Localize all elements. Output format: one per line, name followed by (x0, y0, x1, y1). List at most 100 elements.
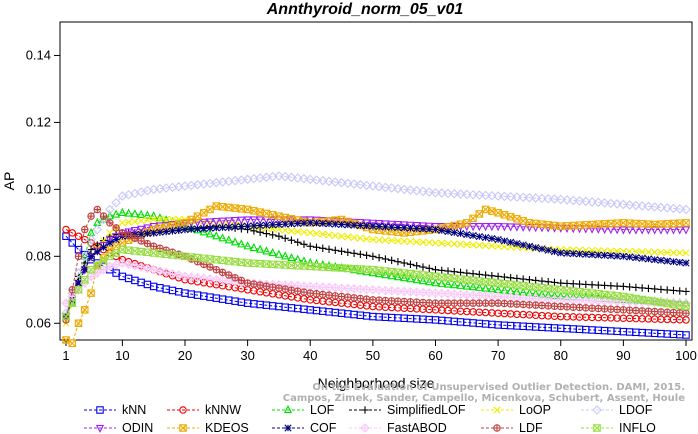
point-simplifiedlof (87, 245, 95, 254)
legend-label-loop: LoOP (519, 403, 551, 417)
point-ldof (436, 188, 447, 198)
point-ldof (499, 191, 510, 202)
point-cof (206, 224, 214, 232)
point-ldof (105, 204, 115, 215)
point-cof (350, 221, 358, 229)
point-fastabod (180, 271, 190, 282)
point-ldf (68, 286, 77, 294)
point-odin (519, 223, 528, 232)
point-loop (162, 215, 170, 224)
legend-label-ldof: LDOF (619, 403, 653, 417)
point-cof (143, 229, 152, 238)
point-simplifiedlof (400, 259, 408, 267)
point-lof (231, 237, 240, 246)
point-ldf (638, 307, 646, 315)
point-lof (462, 281, 471, 290)
x-tick-label: 20 (178, 348, 192, 363)
point-ldf (337, 292, 346, 301)
point-cof (325, 220, 333, 228)
point-inflo (368, 265, 378, 274)
point-fastabod (186, 272, 197, 282)
point-ldof (474, 190, 485, 200)
point-simplifiedlof (413, 261, 421, 270)
point-cof (638, 254, 646, 262)
point-ldof (468, 189, 478, 200)
point-ldf (463, 299, 471, 307)
point-loop (500, 243, 508, 251)
point-cof (200, 224, 208, 233)
point-ldof (374, 181, 384, 192)
legend-label-fastabod: FastABOD (387, 421, 447, 434)
point-odin (631, 226, 640, 235)
y-axis: 0.06 0.08 0.10 0.12 0.14 (26, 47, 60, 330)
point-ldf (143, 239, 152, 248)
point-ldf (237, 276, 246, 285)
point-odin (199, 218, 208, 227)
point-cof (312, 219, 321, 227)
legend: kNN kNNW LOF SimplifiedLOF LoOP LDOF ODIN KDEOS… (84, 403, 656, 434)
point-inflo (73, 286, 84, 294)
point-ldof (549, 194, 560, 204)
point-ldof (555, 194, 566, 205)
point-knnw (62, 225, 70, 234)
point-simplifiedlof (519, 275, 527, 283)
legend-marker-lof (283, 404, 293, 414)
point-fastabod (136, 262, 146, 272)
point-fastabod (198, 273, 209, 284)
point-inflo (218, 256, 228, 265)
point-simplifiedlof (419, 263, 427, 271)
point-simplifiedlof (619, 282, 628, 291)
point-ldf (87, 212, 95, 220)
point-loop (131, 217, 139, 226)
point-ldf (344, 293, 352, 301)
point-simplifiedlof (563, 279, 571, 288)
point-lof (205, 229, 215, 238)
point-ldf (225, 271, 233, 279)
point-simplifiedlof (381, 255, 390, 263)
point-ldf (419, 298, 427, 307)
legend-item-odin: ODIN (84, 421, 153, 434)
point-cof (431, 225, 440, 234)
point-odin (500, 223, 509, 232)
point-ldof (656, 202, 666, 213)
point-cof (250, 222, 258, 230)
point-loop (400, 237, 408, 245)
point-simplifiedlof (444, 267, 452, 275)
point-kdeos (500, 211, 509, 219)
point-inflo (293, 261, 303, 270)
point-simplifiedlof (469, 270, 477, 278)
point-simplifiedlof (663, 286, 671, 294)
point-loop (469, 241, 477, 249)
point-cof (369, 222, 377, 230)
point-simplifiedlof (406, 260, 415, 269)
point-ldof (411, 185, 422, 196)
point-ldof (505, 191, 516, 202)
point-cof (294, 219, 302, 228)
point-kdeos (81, 306, 89, 314)
point-ldf (149, 242, 158, 251)
point-lof (105, 211, 114, 220)
point-kdeos (644, 220, 653, 228)
legend-marker-loop (493, 406, 501, 414)
point-loop (456, 240, 465, 248)
point-kdeos (218, 203, 227, 211)
point-odin (368, 219, 377, 228)
point-loop (312, 229, 321, 238)
point-cof (613, 252, 621, 260)
point-ldf (450, 299, 459, 307)
point-odin (412, 222, 421, 231)
point-odin (468, 223, 478, 232)
point-loop (638, 248, 646, 256)
point-fastabod (123, 259, 134, 270)
point-odin (619, 226, 628, 235)
point-ldf (650, 307, 659, 316)
point-cof (557, 249, 565, 257)
point-loop (444, 240, 452, 248)
point-loop (325, 231, 333, 239)
series-knn (62, 232, 690, 339)
point-simplifiedlof (281, 234, 289, 242)
point-fastabod (155, 266, 165, 276)
point-simplifiedlof (531, 276, 540, 285)
point-ldof (562, 195, 572, 205)
point-odin (669, 226, 678, 235)
